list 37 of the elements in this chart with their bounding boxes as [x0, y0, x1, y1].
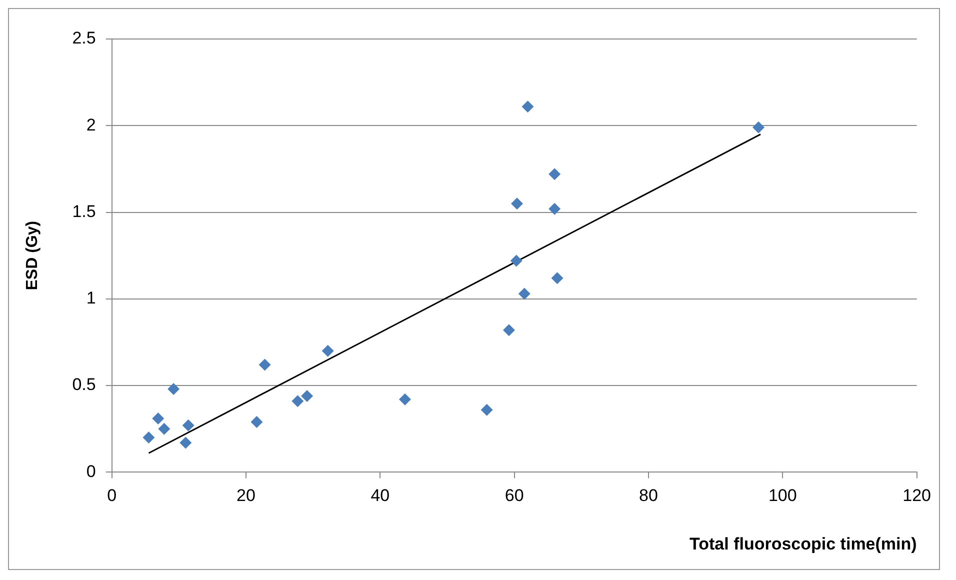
- x-tick-label: 20: [236, 486, 256, 506]
- point: [258, 358, 271, 371]
- point: [548, 168, 561, 180]
- point: [398, 393, 411, 406]
- point: [250, 416, 263, 428]
- point: [322, 344, 334, 357]
- point: [152, 412, 164, 424]
- point: [551, 272, 564, 284]
- x-tick-label: 0: [107, 486, 117, 506]
- point: [548, 202, 561, 215]
- point: [182, 419, 194, 432]
- y-axis-title: ESD (Gy): [24, 220, 42, 290]
- point: [142, 432, 155, 444]
- point: [292, 395, 304, 408]
- point: [752, 121, 765, 134]
- point: [158, 422, 170, 435]
- x-tick-label: 120: [902, 486, 932, 506]
- point: [168, 383, 180, 396]
- y-tick-label: 0: [86, 462, 96, 481]
- y-tick-label: 2.5: [72, 28, 96, 48]
- point: [511, 198, 524, 210]
- point: [502, 324, 515, 336]
- point: [522, 100, 534, 113]
- point: [480, 404, 493, 416]
- point: [518, 288, 530, 300]
- x-axis-title: Total fluoroscopic time(min): [690, 534, 917, 554]
- x-tick-label: 40: [370, 486, 390, 506]
- y-tick-label: 2: [86, 115, 96, 134]
- x-tick-label: 60: [504, 486, 524, 506]
- point: [180, 436, 192, 449]
- y-tick-label: 1: [86, 288, 96, 308]
- point: [301, 390, 314, 402]
- y-tick-label: 1.5: [72, 202, 96, 221]
- x-tick-label: 80: [639, 486, 658, 506]
- x-tick-label: 100: [768, 486, 797, 506]
- point: [510, 254, 522, 267]
- y-tick-label: 0.5: [72, 375, 96, 394]
